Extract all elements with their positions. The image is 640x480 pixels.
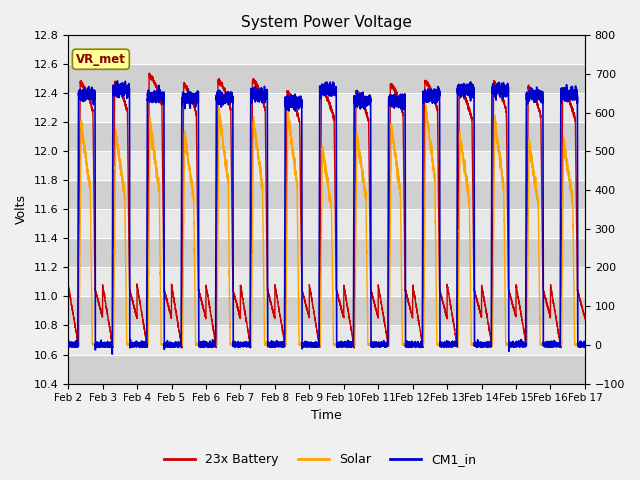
Bar: [68, 64, 585, 94]
Legend: 23x Battery, Solar, CM1_in: 23x Battery, Solar, CM1_in: [159, 448, 481, 471]
Bar: [68, 151, 585, 180]
Title: System Power Voltage: System Power Voltage: [241, 15, 412, 30]
Bar: [68, 325, 585, 355]
Bar: [68, 122, 585, 151]
Bar: [68, 267, 585, 297]
Bar: [68, 180, 585, 209]
X-axis label: Time: Time: [311, 409, 342, 422]
Bar: [68, 297, 585, 325]
Bar: [68, 36, 585, 64]
Bar: [68, 239, 585, 267]
Bar: [68, 355, 585, 384]
Bar: [68, 209, 585, 239]
Bar: [68, 94, 585, 122]
Text: VR_met: VR_met: [76, 53, 126, 66]
Y-axis label: Volts: Volts: [15, 194, 28, 225]
